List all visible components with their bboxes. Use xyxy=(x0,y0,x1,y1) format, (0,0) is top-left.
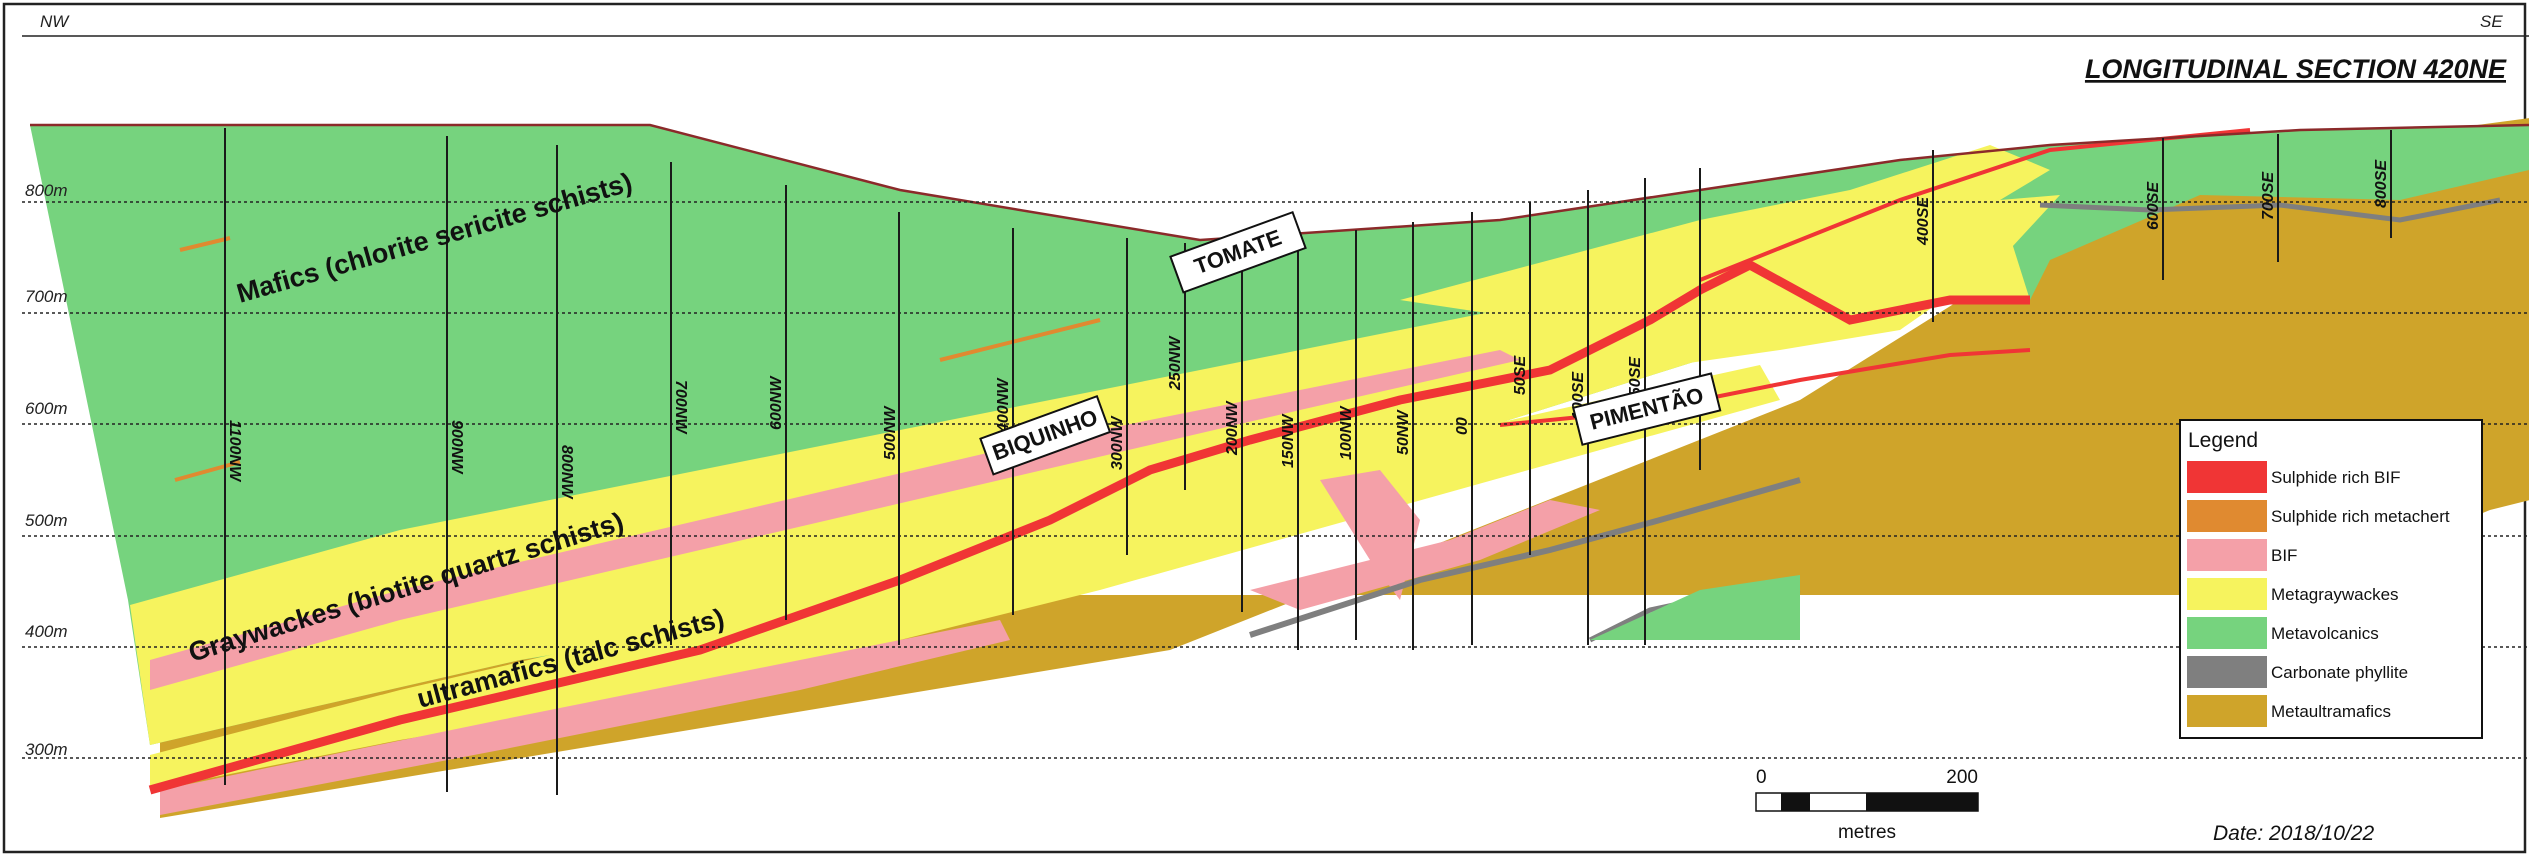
elevation-grid xyxy=(22,201,2529,759)
drillhole-label-00: 00 xyxy=(1454,417,1471,435)
drillhole-label-600se: 600SE xyxy=(2145,181,2162,230)
legend-label-carbonate-phyllite: Carbonate phyllite xyxy=(2271,663,2408,682)
elevation-800: 800m xyxy=(25,181,68,200)
drillhole-label-200nw: 200NW xyxy=(1224,400,1241,456)
legend-label-metachert: Sulphide rich metachert xyxy=(2271,507,2450,526)
elevation-300: 300m xyxy=(25,740,68,759)
drillhole-label-50nw: 50NW xyxy=(1395,409,1412,455)
drillhole-label-1100nw: 1100NW xyxy=(226,420,243,483)
legend-swatch-metavolcanics xyxy=(2187,617,2267,649)
scale-unit: metres xyxy=(1838,822,1896,843)
deposit-tomate: TOMATE xyxy=(1169,210,1307,294)
drillhole-labels: 1100NW 900NW 800NW 700NW 600NW 500NW 400… xyxy=(226,159,2390,501)
direction-se: SE xyxy=(2480,12,2503,31)
bif-lens-2 xyxy=(1250,500,1600,610)
drillhole-label-700nw: 700NW xyxy=(672,380,689,435)
elevation-500: 500m xyxy=(25,511,68,530)
bif-lens-1 xyxy=(150,350,1520,690)
drillhole-label-600nw: 600NW xyxy=(768,375,785,430)
section-title: LONGITUDINAL SECTION 420NE xyxy=(2085,54,2507,84)
elevation-400: 400m xyxy=(25,622,68,641)
bif-lens-4 xyxy=(160,620,1010,815)
legend-swatch-bif xyxy=(2187,539,2267,571)
drillhole-label-500nw: 500NW xyxy=(882,405,899,460)
drillhole-label-150nw: 150NW xyxy=(1280,413,1297,468)
metavolcanics-lens xyxy=(1590,575,1800,640)
bif-lens-3 xyxy=(1320,470,1420,600)
scale-bar: 0 200 metres xyxy=(1755,767,1979,843)
elevation-labels: 800m 700m 600m 500m 400m 300m xyxy=(25,181,68,759)
scale-label-end: 200 xyxy=(1946,767,1978,788)
drillhole-label-800nw: 800NW xyxy=(558,445,575,500)
legend: Legend Sulphide rich BIF Sulphide rich m… xyxy=(2179,419,2483,739)
legend-label-sulphide-bif: Sulphide rich BIF xyxy=(2271,468,2400,487)
deposit-biquinho: BIQUINHO xyxy=(979,394,1112,476)
topography-line xyxy=(30,123,2529,242)
drillhole-label-800se: 800SE xyxy=(2373,159,2390,208)
direction-nw: NW xyxy=(40,12,70,31)
scale-label-start: 0 xyxy=(1756,767,1767,788)
drillhole-label-300nw: 300NW xyxy=(1109,415,1126,470)
metagraywacke-upper xyxy=(1400,145,2050,330)
map-date: Date: 2018/10/22 xyxy=(2213,822,2374,845)
sulphide-bif-band xyxy=(148,259,2030,795)
legend-title: Legend xyxy=(2188,429,2258,452)
legend-label-metaultramafics: Metaultramafics xyxy=(2271,702,2391,721)
drillhole-label-400se: 400SE xyxy=(1915,196,1932,246)
sulphide-bif-upper xyxy=(1699,128,2251,282)
drillhole-label-400nw: 400NW xyxy=(995,377,1012,433)
drillhole-label-100nw: 100NW xyxy=(1338,405,1355,460)
geology xyxy=(30,118,2529,818)
legend-swatch-sulphide-bif xyxy=(2187,461,2267,493)
drillhole-label-900nw: 900NW xyxy=(448,420,465,475)
legend-swatch-metagraywackes xyxy=(2187,578,2267,610)
carbonate-phyllite-3 xyxy=(2039,197,2501,223)
legend-swatch-carbonate-phyllite xyxy=(2187,656,2267,688)
drillhole-label-50se: 50SE xyxy=(1512,355,1529,395)
legend-label-bif: BIF xyxy=(2271,546,2297,565)
legend-label-metavolcanics: Metavolcanics xyxy=(2271,624,2379,643)
legend-swatch-metaultramafics xyxy=(2187,695,2267,727)
legend-label-metagraywackes: Metagraywackes xyxy=(2271,585,2399,604)
metagraywacke-belt xyxy=(130,205,2030,745)
sulphide-metachert-3 xyxy=(939,318,1101,362)
drillhole-label-700se: 700SE xyxy=(2260,171,2277,220)
sulphide-metachert-1 xyxy=(179,236,231,252)
sulphide-metachert-2 xyxy=(174,460,241,482)
elevation-600: 600m xyxy=(25,399,68,418)
elevation-700: 700m xyxy=(25,287,68,306)
carbonate-phyllite-1 xyxy=(1249,477,1801,638)
legend-swatch-metachert xyxy=(2187,500,2267,532)
drillhole-label-250nw: 250NW xyxy=(1167,335,1184,391)
